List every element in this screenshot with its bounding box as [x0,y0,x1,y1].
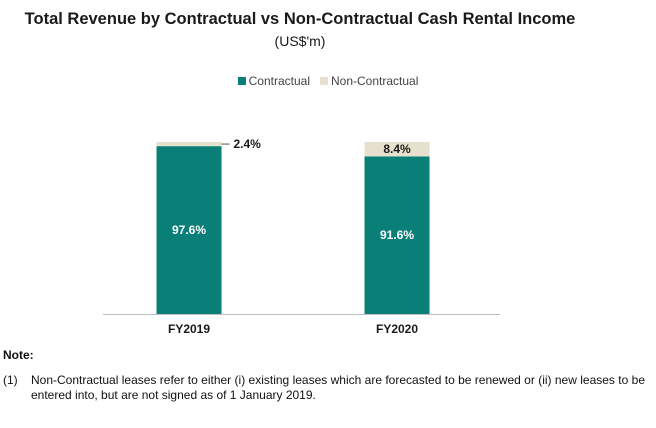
chart-title: Total Revenue by Contractual vs Non-Cont… [24,10,576,28]
legend-item-contractual: Contractual [237,74,310,88]
x-tick-label-fy2020: FY2020 [376,322,418,336]
legend-swatch-non-contractual [320,77,328,85]
bar-fy2020-contractual [364,156,430,314]
bar-fy2019-contractual [156,146,222,314]
x-tick-label-fy2019: FY2019 [168,322,210,336]
note-number: (1) [3,373,18,387]
legend-label-non-contractual: Non-Contractual [331,74,419,88]
data-label-fy2019-contractual: 97.6% [172,223,206,237]
note-text: Non-Contractual leases refer to either (… [31,373,645,402]
data-label-fy2020-contractual: 91.6% [380,228,414,242]
legend-swatch-contractual [237,77,246,85]
legend-label-contractual: Contractual [248,74,310,88]
note-heading: Note: [3,348,34,362]
legend: Contractual Non-Contractual [0,74,656,88]
chart-subtitle: (US$'m) [274,33,326,49]
data-label-fy2020-non-contractual: 8.4% [383,142,411,156]
data-label-fy2019-non-contractual: 2.4% [234,137,262,151]
bar-fy2019-non-contractual [156,142,222,147]
legend-item-non-contractual: Non-Contractual [320,74,418,88]
bar-chart: 97.6% 2.4% FY2019 91.6% 8.4% FY2020 [103,137,500,336]
bar-fy2020-non-contractual [364,142,430,157]
